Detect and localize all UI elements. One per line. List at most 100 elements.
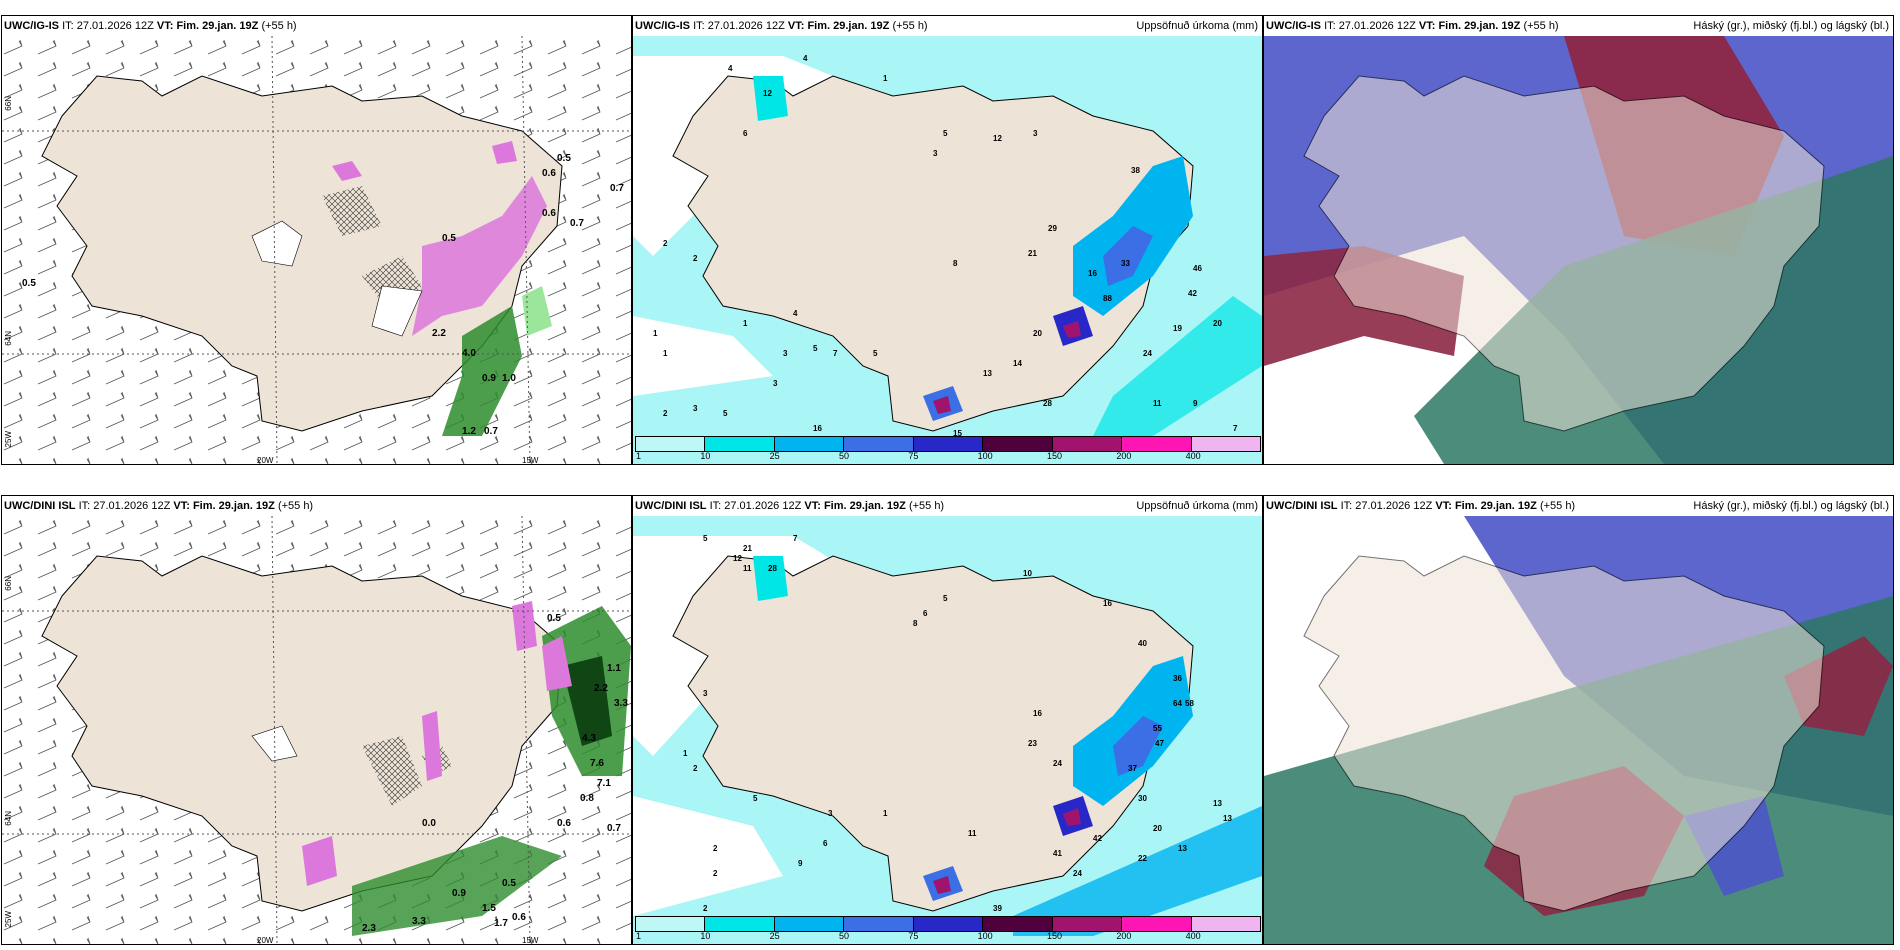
svg-text:9: 9 (798, 859, 803, 868)
svg-text:42: 42 (1093, 834, 1102, 843)
legend-tick: 25 (769, 931, 780, 941)
map-precip[interactable]: 4 4 1 3 5 12 12 6 3 2 2 1 8 21 29 38 16 … (633, 36, 1262, 464)
svg-text:19: 19 (1173, 324, 1182, 333)
svg-text:37: 37 (1128, 764, 1137, 773)
it-label: IT: (709, 500, 722, 512)
svg-text:29: 29 (1048, 224, 1057, 233)
label: 1.0 (502, 373, 516, 384)
svg-text:22: 22 (1138, 854, 1147, 863)
svg-text:2.3: 2.3 (362, 923, 376, 934)
label: 0.6 (542, 168, 556, 179)
svg-text:2: 2 (663, 239, 668, 248)
svg-text:14: 14 (1013, 359, 1022, 368)
svg-text:3.3: 3.3 (614, 698, 628, 709)
svg-text:5: 5 (753, 794, 758, 803)
svg-text:1: 1 (683, 749, 688, 758)
svg-text:6: 6 (923, 609, 928, 618)
valid-time: Fim. 29.jan. 19Z (176, 20, 259, 32)
svg-text:5: 5 (703, 534, 708, 543)
svg-text:2: 2 (713, 844, 718, 853)
panel-header: UWC/DINI ISL IT: 27.01.2026 12Z VT: Fim.… (4, 500, 627, 516)
field-title: Uppsöfnuð úrkoma (mm) (1136, 500, 1258, 512)
model-name: UWC/IG-IS (635, 20, 690, 32)
svg-text:6: 6 (823, 839, 828, 848)
svg-text:0.6: 0.6 (557, 818, 571, 829)
legend-swatch (1052, 437, 1123, 451)
legend-tick: 25 (769, 451, 780, 461)
svg-text:12: 12 (993, 134, 1002, 143)
panel-header: UWC/IG-IS IT: 27.01.2026 12Z VT: Fim. 29… (635, 20, 1258, 36)
init-time: 27.01.2026 12Z (707, 20, 785, 32)
legend-swatch (705, 437, 775, 451)
svg-text:5: 5 (723, 409, 728, 418)
vt-label: VT: (1418, 20, 1436, 32)
map-precip[interactable]: 5 7 12 21 11 28 6 8 5 10 16 23 24 40 36 … (633, 516, 1262, 944)
svg-text:1: 1 (883, 74, 888, 83)
svg-text:11: 11 (968, 829, 977, 838)
model-name: UWC/IG-IS (4, 20, 59, 32)
legend-tick: 100 (977, 931, 993, 941)
svg-text:4: 4 (803, 54, 808, 63)
init-time: 27.01.2026 12Z (1338, 20, 1416, 32)
it-label: IT: (693, 20, 705, 32)
legend-tick: 50 (839, 451, 850, 461)
map-clouds[interactable] (1264, 516, 1893, 944)
it-label: IT: (62, 20, 74, 32)
valid-time: Fim. 29.jan. 19Z (1438, 20, 1521, 32)
legend-swatch (913, 917, 984, 931)
map-surface[interactable]: 0.5 0.6 0.7 0.5 0.5 0.6 2.2 4.0 0.9 1.0 … (2, 36, 631, 464)
svg-text:42: 42 (1188, 289, 1197, 298)
svg-text:5: 5 (943, 594, 948, 603)
svg-text:16: 16 (813, 424, 822, 433)
field-title: Háský (gr.), miðský (fj.bl.) og lágský (… (1693, 500, 1889, 512)
lat-label: 66N (4, 96, 13, 111)
legend-swatch (1122, 917, 1192, 931)
svg-text:1.5: 1.5 (482, 903, 496, 914)
svg-text:47: 47 (1155, 739, 1164, 748)
svg-text:1: 1 (743, 319, 748, 328)
vt-label: VT: (1435, 500, 1452, 512)
label: 1.2 (462, 426, 476, 437)
legend-tick: 200 (1116, 931, 1132, 941)
svg-text:13: 13 (1178, 844, 1187, 853)
legend-swatch (844, 917, 914, 931)
svg-text:2: 2 (693, 764, 698, 773)
svg-text:20: 20 (1153, 824, 1162, 833)
panel-header: UWC/IG-IS IT: 27.01.2026 12Z VT: Fim. 29… (1266, 20, 1889, 36)
svg-text:36: 36 (1173, 674, 1182, 683)
svg-text:0.5: 0.5 (502, 878, 516, 889)
svg-text:1: 1 (653, 329, 658, 338)
svg-text:2.2: 2.2 (594, 683, 608, 694)
svg-text:7.1: 7.1 (597, 778, 611, 789)
svg-text:0.7: 0.7 (607, 823, 621, 834)
svg-text:28: 28 (768, 564, 777, 573)
svg-text:0.0: 0.0 (422, 818, 436, 829)
legend-tick: 100 (977, 451, 993, 461)
label: 0.9 (482, 373, 496, 384)
legend-tick: 10 (700, 931, 711, 941)
map-clouds[interactable] (1264, 36, 1893, 464)
svg-text:7: 7 (793, 534, 798, 543)
lead-time: (+55 h) (892, 20, 928, 32)
svg-text:7.6: 7.6 (590, 758, 604, 769)
model-name: UWC/DINI ISL (635, 500, 707, 512)
svg-text:2: 2 (713, 869, 718, 878)
svg-text:13: 13 (1223, 814, 1232, 823)
legend-tick: 1 (636, 931, 642, 941)
label: 4.0 (462, 348, 476, 359)
svg-text:7: 7 (833, 349, 838, 358)
legend-tick: 200 (1116, 451, 1132, 461)
legend-tick: 150 (1047, 451, 1063, 461)
map-surface[interactable]: 0.5 1.1 2.2 3.3 4.3 7.6 7.1 0.8 0.6 0.7 … (2, 516, 631, 944)
legend-swatch (913, 437, 984, 451)
lead-time: (+55 h) (908, 500, 945, 512)
svg-text:5: 5 (813, 344, 818, 353)
svg-text:64: 64 (1173, 699, 1182, 708)
svg-text:21: 21 (1028, 249, 1037, 258)
svg-text:88: 88 (1103, 294, 1112, 303)
svg-text:13: 13 (1213, 799, 1222, 808)
panel-header: UWC/IG-IS IT: 27.01.2026 12Z VT: Fim. 29… (4, 20, 627, 36)
svg-text:28: 28 (1043, 399, 1052, 408)
precip-legend: 1 10 25 50 75 100 150 200 400 (635, 916, 1261, 942)
lead-time: (+55 h) (261, 20, 297, 32)
